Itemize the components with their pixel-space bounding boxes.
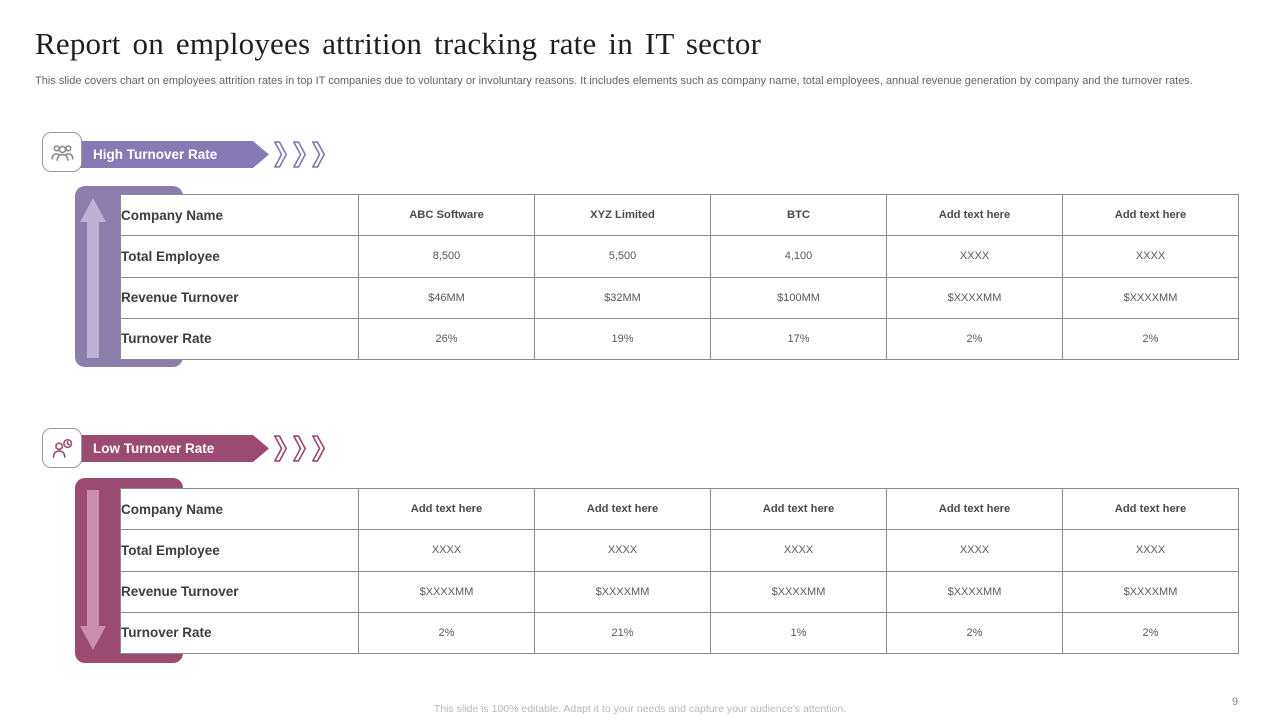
table-cell: XYZ Limited (534, 193, 711, 237)
chevron-right-icon (311, 435, 326, 462)
table-cell: Add text here (358, 487, 535, 531)
row-label-company-name: Company Name (120, 193, 359, 237)
table-cell: XXXX (1062, 235, 1239, 278)
high-turnover-table: Company Name ABC Software XYZ Limited BT… (120, 193, 1239, 361)
table-cell: XXXX (886, 235, 1063, 278)
table-cell: 2% (886, 611, 1063, 655)
table-cell: Add text here (1062, 487, 1239, 531)
high-chevrons (273, 141, 326, 168)
table-cell: 5,500 (534, 235, 711, 278)
table-cell: $XXXXMM (358, 570, 535, 613)
table-cell: 2% (358, 611, 535, 655)
table-cell: $XXXXMM (1062, 276, 1239, 319)
table-row: Turnover Rate 26% 19% 17% 2% 2% (120, 317, 1239, 361)
chevron-right-icon (292, 435, 307, 462)
table-cell: 2% (1062, 317, 1239, 361)
table-row: Company Name ABC Software XYZ Limited BT… (120, 193, 1239, 237)
table-cell: Add text here (886, 193, 1063, 237)
chevron-right-icon (311, 141, 326, 168)
table-cell: $XXXXMM (1062, 570, 1239, 613)
table-cell: $46MM (358, 276, 535, 319)
table-cell: 21% (534, 611, 711, 655)
table-cell: 4,100 (710, 235, 887, 278)
table-row: Turnover Rate 2% 21% 1% 2% 2% (120, 611, 1239, 655)
chevron-right-icon (292, 141, 307, 168)
row-label-total-employee: Total Employee (120, 529, 359, 572)
people-group-icon (50, 144, 74, 161)
row-label-company-name: Company Name (120, 487, 359, 531)
arrow-down-icon (80, 490, 106, 650)
table-cell: 8,500 (358, 235, 535, 278)
low-chevrons (273, 435, 326, 462)
person-clock-icon (52, 438, 72, 458)
table-cell: $32MM (534, 276, 711, 319)
table-cell: $XXXXMM (710, 570, 887, 613)
editable-note: This slide is 100% editable. Adapt it to… (433, 703, 847, 715)
table-cell: XXXX (358, 529, 535, 572)
table-cell: XXXX (886, 529, 1063, 572)
row-label-total-employee: Total Employee (120, 235, 359, 278)
page-title: Report on employees attrition tracking r… (35, 26, 762, 61)
page-number: 9 (1231, 696, 1238, 708)
chevron-right-icon (273, 141, 288, 168)
low-turnover-label: Low Turnover Rate (93, 441, 215, 456)
table-cell: ABC Software (358, 193, 535, 237)
table-cell: XXXX (710, 529, 887, 572)
table-cell: XXXX (1062, 529, 1239, 572)
row-label-revenue-turnover: Revenue Turnover (120, 570, 359, 613)
table-cell: 19% (534, 317, 711, 361)
row-label-turnover-rate: Turnover Rate (120, 611, 359, 655)
table-row: Company Name Add text here Add text here… (120, 487, 1239, 531)
low-turnover-table: Company Name Add text here Add text here… (120, 487, 1239, 655)
table-cell: $XXXXMM (886, 570, 1063, 613)
table-row: Total Employee 8,500 5,500 4,100 XXXX XX… (120, 235, 1239, 278)
low-turnover-banner: Low Turnover Rate (79, 435, 269, 462)
table-cell: Add text here (710, 487, 887, 531)
table-cell: $100MM (710, 276, 887, 319)
table-cell: $XXXXMM (534, 570, 711, 613)
table-cell: 26% (358, 317, 535, 361)
row-label-revenue-turnover: Revenue Turnover (120, 276, 359, 319)
chevron-right-icon (273, 435, 288, 462)
table-row: Total Employee XXXX XXXX XXXX XXXX XXXX (120, 529, 1239, 572)
table-cell: 1% (710, 611, 887, 655)
table-cell: BTC (710, 193, 887, 237)
table-cell: 17% (710, 317, 887, 361)
table-cell: Add text here (886, 487, 1063, 531)
arrow-up-icon (80, 198, 106, 358)
row-label-turnover-rate: Turnover Rate (120, 317, 359, 361)
table-cell: $XXXXMM (886, 276, 1063, 319)
table-row: Revenue Turnover $46MM $32MM $100MM $XXX… (120, 276, 1239, 319)
high-turnover-banner: High Turnover Rate (79, 141, 269, 168)
table-cell: 2% (886, 317, 1063, 361)
slide-description: This slide covers chart on employees att… (35, 75, 1193, 87)
table-cell: 2% (1062, 611, 1239, 655)
table-cell: Add text here (534, 487, 711, 531)
table-row: Revenue Turnover $XXXXMM $XXXXMM $XXXXMM… (120, 570, 1239, 613)
high-section-icon-box (42, 132, 82, 172)
high-turnover-label: High Turnover Rate (93, 147, 218, 162)
low-section-icon-box (42, 428, 82, 468)
table-cell: XXXX (534, 529, 711, 572)
table-cell: Add text here (1062, 193, 1239, 237)
